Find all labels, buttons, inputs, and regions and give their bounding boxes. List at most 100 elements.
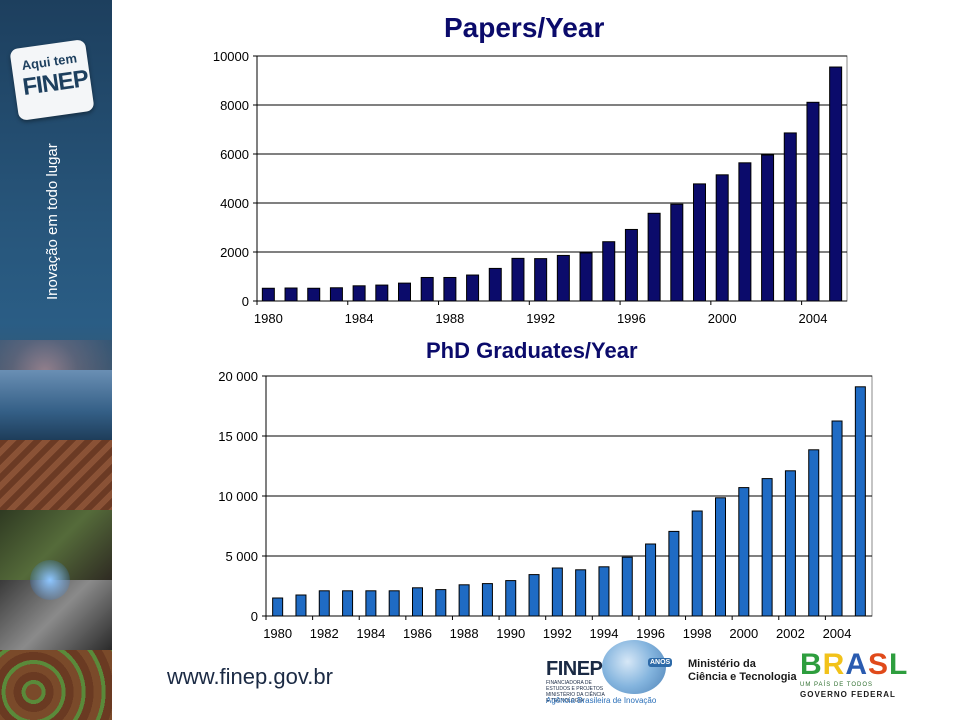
papers-ytick-label: 6000: [220, 147, 249, 162]
phd-bar: [668, 530, 680, 617]
papers-bar: [761, 154, 775, 302]
papers-bar: [375, 284, 389, 302]
papers-ytick-label: 2000: [220, 245, 249, 260]
phd-bar: [715, 497, 726, 617]
phd-bar: [645, 543, 657, 617]
papers-bar: [738, 162, 752, 302]
phd-xtick-label: 1982: [310, 626, 339, 641]
phd-xtick-label: 1988: [450, 626, 479, 641]
phd-bar: [412, 587, 423, 617]
papers-bar: [579, 252, 593, 302]
sidebar-photo-oil-platform: [0, 370, 112, 440]
papers-bar: [693, 183, 706, 302]
papers-bar: [534, 258, 548, 302]
papers-ytick-label: 0: [242, 294, 249, 309]
finep-logo-text: FINEP: [546, 658, 603, 680]
papers-bar: [488, 267, 502, 302]
papers-xtick-label: 1984: [345, 311, 374, 326]
brasil-letter: R: [822, 648, 846, 681]
phd-bar: [621, 556, 633, 617]
phd-bar: [505, 580, 517, 617]
phd-xtick-label: 1996: [636, 626, 665, 641]
mct-line1: Ministério da: [688, 658, 756, 670]
papers-bar: [556, 254, 570, 302]
finep-logo-subtitle: FINANCIADORA DE ESTUDOS E PROJETOS MINIS…: [546, 680, 605, 704]
papers-bar: [715, 174, 729, 302]
papers-plot-area: [256, 55, 848, 302]
sidebar-photo-seedlings: [0, 650, 112, 720]
phd-bar: [808, 449, 820, 617]
mct-logo: Ministério da Ciência e Tecnologia: [688, 658, 797, 684]
papers-bar: [352, 285, 366, 302]
phd-xtick-label: 2002: [776, 626, 805, 641]
phd-bar: [854, 386, 866, 617]
papers-bar: [443, 276, 457, 302]
brasil-letter: S: [868, 648, 890, 681]
phd-ytick-label: 10 000: [218, 489, 258, 504]
website-url[interactable]: www.finep.gov.br: [167, 664, 333, 689]
phd-xtick-label: 2000: [729, 626, 758, 641]
brasil-letter: A: [845, 648, 869, 681]
papers-bar: [329, 287, 343, 302]
phd-bar: [784, 470, 796, 617]
phd-ytick-label: 5 000: [225, 549, 258, 564]
brasil-slogan: UM PAÍS DE TODOS: [800, 682, 874, 688]
papers-bar: [829, 66, 843, 302]
governo-federal-text: GOVERNO FEDERAL: [800, 690, 896, 699]
phd-chart-title: PhD Graduates/Year: [426, 338, 638, 363]
footer-logos: ANOS FINEP FINANCIADORA DE ESTUDOS E PRO…: [536, 640, 907, 716]
phd-xtick-label: 1992: [543, 626, 572, 641]
phd-bar: [598, 566, 610, 617]
papers-xtick-label: 1988: [435, 311, 464, 326]
papers-bar: [511, 257, 525, 302]
papers-xtick-label: 2004: [799, 311, 828, 326]
phd-bar: [342, 590, 354, 617]
papers-bar: [806, 101, 820, 302]
papers-bar: [647, 212, 661, 302]
finep-globe-icon: [602, 640, 666, 694]
papers-xtick-label: 1980: [254, 311, 283, 326]
brasil-letter: B: [800, 648, 823, 681]
phd-bar: [761, 478, 773, 617]
phd-xtick-label: 2004: [823, 626, 852, 641]
phd-xtick-label: 1998: [683, 626, 712, 641]
papers-bar: [624, 228, 638, 302]
phd-bar: [435, 589, 447, 617]
phd-ytick-label: 20 000: [218, 369, 258, 384]
papers-bar: [420, 276, 434, 302]
sidebar-banner: Aqui tem FINEP Inovação em todo lugar: [0, 0, 112, 720]
phd-ytick-label: 0: [251, 609, 258, 624]
phd-bar: [691, 510, 703, 617]
phd-xtick-label: 1994: [590, 626, 619, 641]
papers-bar: [284, 287, 298, 302]
phd-bar: [481, 583, 493, 617]
anos-badge: ANOS: [648, 658, 673, 667]
phd-bar: [738, 487, 750, 617]
phd-xtick-label: 1986: [403, 626, 432, 641]
papers-xtick-label: 2000: [708, 311, 737, 326]
papers-ytick-label: 4000: [220, 196, 249, 211]
papers-xtick-label: 1992: [526, 311, 555, 326]
phd-bar: [272, 597, 284, 617]
papers-bar: [783, 132, 797, 302]
papers-ytick-label: 8000: [220, 98, 249, 113]
phd-bar: [295, 594, 307, 617]
finep-agency-text: Agência Brasileira de Inovação: [546, 696, 657, 705]
papers-chart-title: Papers/Year: [444, 12, 605, 43]
papers-bar: [398, 282, 411, 302]
sidebar-photo-steel: [0, 440, 112, 510]
phd-bar: [318, 590, 330, 617]
mct-line2: Ciência e Tecnologia: [688, 671, 797, 683]
phd-xtick-label: 1980: [263, 626, 292, 641]
phd-bar: [458, 584, 470, 617]
papers-bar: [602, 241, 616, 302]
papers-bar: [466, 274, 480, 302]
brasil-letters: BRASL: [800, 648, 908, 682]
phd-bar: [528, 574, 540, 617]
sidebar-light-glow: [30, 560, 70, 600]
phd-bar: [575, 569, 587, 617]
phd-bar: [831, 420, 843, 617]
brasil-government-logo: BRASL UM PAÍS DE TODOS GOVERNO FEDERAL: [800, 648, 907, 699]
phd-xtick-label: 1990: [496, 626, 525, 641]
